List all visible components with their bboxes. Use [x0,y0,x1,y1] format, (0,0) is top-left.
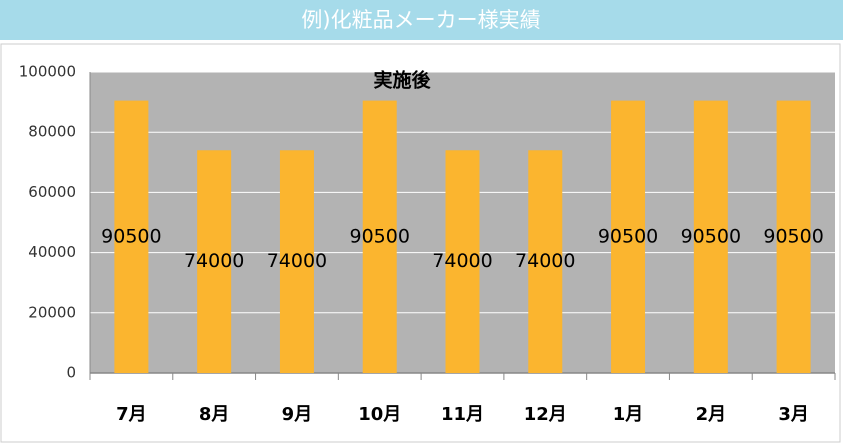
value-label: 90500 [763,225,823,247]
value-label: 74000 [515,250,575,272]
y-tick-label: 40000 [28,243,76,261]
bar [528,150,563,373]
y-tick-label: 80000 [28,123,76,141]
bar [776,100,811,373]
chart-title: 実施後 [373,69,431,92]
bar [362,100,397,373]
value-label: 74000 [432,250,492,272]
value-label: 90500 [598,225,658,247]
value-label: 90500 [681,225,741,247]
x-tick-label: 7月 [116,404,147,425]
x-tick-label: 9月 [282,404,313,425]
bar [693,100,728,373]
bar [445,150,480,373]
bar [611,100,646,373]
y-tick-label: 60000 [28,183,76,201]
y-tick-label: 0 [66,364,76,382]
x-tick-label: 11月 [441,404,484,425]
y-tick-label: 100000 [19,63,76,81]
value-label: 74000 [184,250,244,272]
x-tick-label: 1月 [613,404,644,425]
x-tick-label: 10月 [358,404,401,425]
x-tick-label: 3月 [778,404,809,425]
value-label: 90500 [349,225,409,247]
y-tick-label: 20000 [28,303,76,321]
value-label: 74000 [267,250,327,272]
value-label: 90500 [101,225,161,247]
header-title: 例)化粧品メーカー様実績 [301,8,540,32]
bar [114,100,149,373]
x-tick-label: 2月 [696,404,727,425]
x-tick-label: 8月 [199,404,230,425]
bar [279,150,314,373]
bar [197,150,232,373]
x-tick-label: 12月 [524,404,567,425]
header-band [0,0,843,40]
